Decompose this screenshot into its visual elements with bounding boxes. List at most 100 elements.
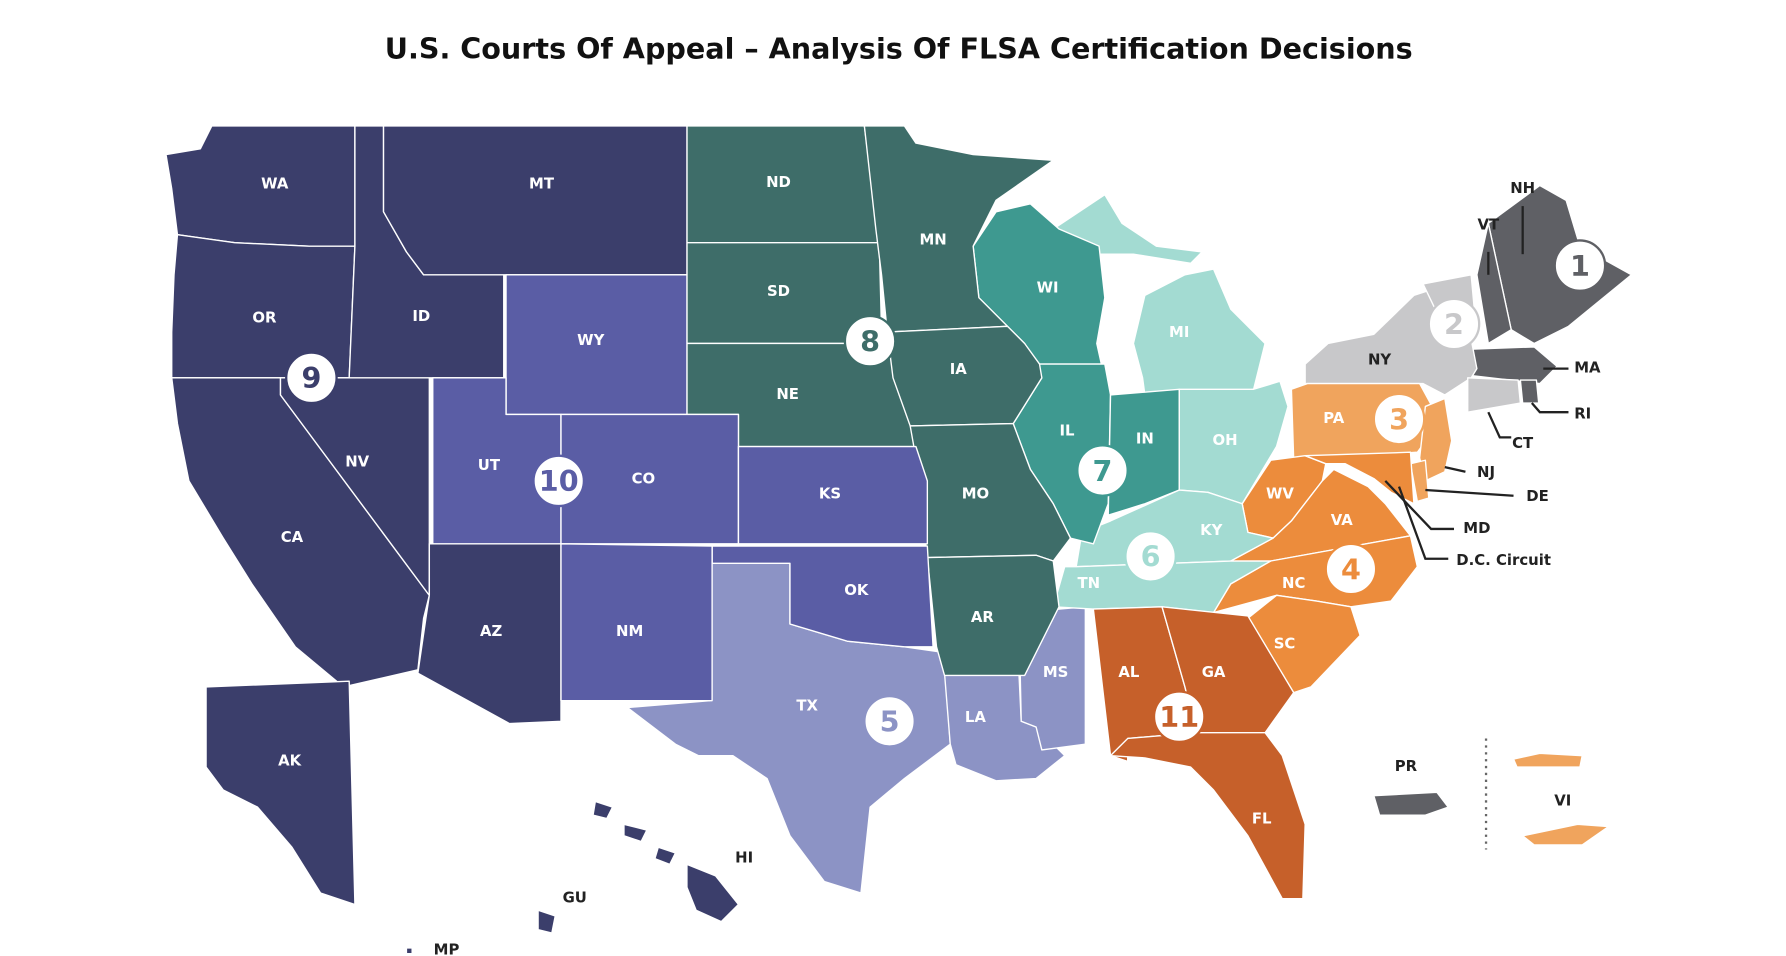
state-label: DE xyxy=(1526,487,1549,505)
circuit-number: 8 xyxy=(860,324,880,358)
circuit-number: 11 xyxy=(1159,700,1199,734)
state-label: AK xyxy=(278,751,302,769)
state-label: WI xyxy=(1037,279,1059,297)
state-shape xyxy=(863,125,1054,333)
state-shape xyxy=(1409,459,1430,503)
state-shape xyxy=(1512,752,1583,768)
state-shape xyxy=(886,325,1043,427)
state-label: MD xyxy=(1463,519,1490,537)
state-label: VT xyxy=(1477,216,1500,234)
state-label: NC xyxy=(1282,574,1305,592)
state-label: NJ xyxy=(1477,463,1495,481)
circuit-badge xyxy=(1124,530,1177,583)
state-shape xyxy=(1373,791,1449,816)
state-shape xyxy=(1132,268,1266,396)
state-label: TN xyxy=(1077,574,1100,592)
state-label: LA xyxy=(965,708,986,726)
state-shapes xyxy=(165,125,1633,955)
state-shape xyxy=(382,125,688,276)
state-shape xyxy=(560,543,713,702)
circuit-number: 3 xyxy=(1389,402,1409,436)
state-label: OR xyxy=(252,308,277,326)
state-label: CA xyxy=(281,528,304,546)
map-title: U.S. Courts Of Appeal – Analysis Of FLSA… xyxy=(385,31,1413,65)
state-label: AZ xyxy=(480,622,503,640)
state-label: NH xyxy=(1510,179,1535,197)
state-label: MI xyxy=(1169,323,1189,341)
state-shape xyxy=(537,909,556,934)
state-label: WY xyxy=(577,331,604,349)
leader-line xyxy=(1397,486,1449,560)
state-label: MA xyxy=(1574,359,1601,377)
state-shape xyxy=(592,800,614,820)
state-label: AL xyxy=(1118,663,1140,681)
state-shape xyxy=(1247,594,1361,694)
leader-line xyxy=(1425,488,1514,497)
state-label: KY xyxy=(1200,521,1223,539)
state-label: OH xyxy=(1212,431,1237,449)
state-label: RI xyxy=(1574,404,1591,422)
state-label: VI xyxy=(1554,791,1571,809)
state-label: MT xyxy=(529,174,555,192)
labels: D.C. Circuit ME NH MA RI PR 1 NY VT CT 2 PA NJ DE VI 3… xyxy=(252,173,1607,956)
state-shape xyxy=(623,823,648,843)
state-shape xyxy=(1467,377,1522,413)
circuit-badge xyxy=(1076,444,1129,497)
state-label: MP xyxy=(434,940,460,956)
state-label: ID xyxy=(412,307,430,325)
state-label: WV xyxy=(1266,485,1294,503)
state-label: OK xyxy=(844,581,869,599)
state-label: HI xyxy=(735,849,753,867)
circuit-badge xyxy=(1324,542,1378,596)
leader-line xyxy=(1487,411,1512,439)
state-label: CO xyxy=(632,470,656,488)
state-label: CT xyxy=(1512,434,1534,452)
circuit-number: 9 xyxy=(301,361,321,395)
state-label: MN xyxy=(919,230,946,248)
state-shape xyxy=(1519,379,1540,404)
circuit-number: 4 xyxy=(1341,552,1361,586)
circuit-number: 10 xyxy=(539,464,579,498)
circuit-badge xyxy=(1372,392,1426,446)
state-label: PR xyxy=(1395,757,1418,775)
state-label: GA xyxy=(1202,663,1226,681)
circuit-number: 6 xyxy=(1141,540,1161,574)
state-label: NE xyxy=(776,385,799,403)
circuit-badge xyxy=(843,314,897,368)
leader-line xyxy=(1444,466,1466,473)
state-shape xyxy=(405,947,413,955)
circuit-number: 5 xyxy=(880,705,900,739)
leader-line xyxy=(1530,402,1569,414)
circuit-badge xyxy=(285,351,338,405)
state-shape xyxy=(1476,222,1512,345)
state-label: SC xyxy=(1274,635,1296,653)
state-shape xyxy=(1109,732,1306,900)
state-label: PA xyxy=(1323,409,1345,427)
state-label: IN xyxy=(1136,430,1154,448)
state-shape xyxy=(686,863,740,923)
state-label: IL xyxy=(1060,422,1076,440)
state-shape xyxy=(737,445,929,545)
state-label: ME xyxy=(1573,208,1598,226)
circuit-badge xyxy=(532,454,586,508)
dc-circuit-label: D.C. Circuit xyxy=(1456,551,1551,569)
state-shape xyxy=(926,554,1060,677)
circuit-badge xyxy=(863,694,916,748)
state-shape xyxy=(1418,397,1453,482)
circuit-number: 1 xyxy=(1570,249,1590,283)
leader-line xyxy=(1384,480,1454,531)
state-label: TX xyxy=(796,696,818,714)
state-label: NV xyxy=(345,453,369,471)
state-label: VA xyxy=(1331,511,1354,529)
state-shape xyxy=(1304,451,1415,505)
state-shape xyxy=(171,234,356,379)
state-label: FL xyxy=(1252,810,1272,828)
state-label: KS xyxy=(819,485,841,503)
circuit-number: 7 xyxy=(1093,454,1113,488)
state-label: AR xyxy=(971,608,995,626)
state-label: NY xyxy=(1368,351,1391,369)
state-shape xyxy=(1521,823,1610,846)
circuit-number: 2 xyxy=(1444,307,1464,341)
